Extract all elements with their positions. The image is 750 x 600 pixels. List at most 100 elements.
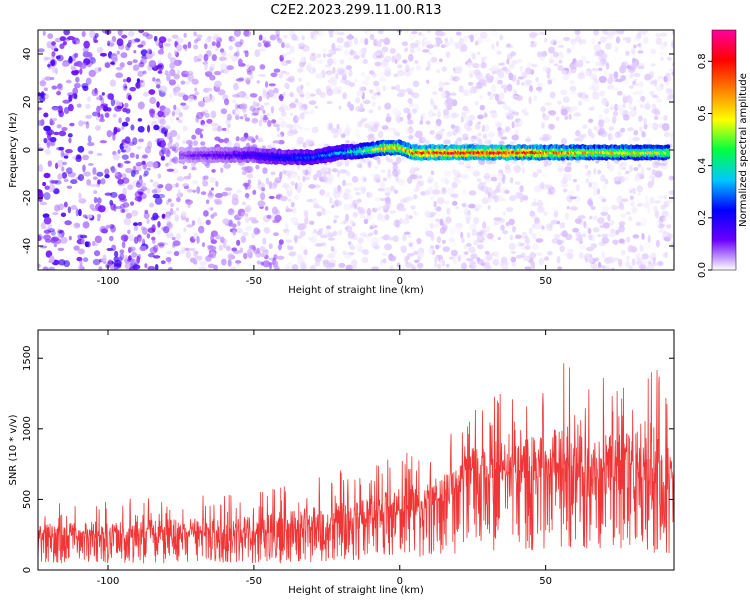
snr-series-line [38,363,674,564]
heatmap-cell [485,237,490,244]
heatmap-cell [298,99,305,106]
heatmap-cell [138,61,145,68]
heatmap-cell [580,56,587,62]
heatmap-cell [354,78,358,83]
heatmap-cell [58,233,63,238]
heatmap-cell [656,85,662,92]
heatmap-cell [78,198,87,204]
heatmap-cell [590,181,598,190]
heatmap-cell [384,102,392,110]
heatmap-cell [405,30,409,34]
heatmap-cell [654,161,661,166]
heatmap-cell [620,127,626,133]
heatmap-cell [276,133,282,138]
heatmap-cell [194,87,198,92]
x-tick-label: 50 [539,576,552,587]
heatmap-cell [210,239,218,245]
heatmap-cell [146,124,151,133]
heatmap-cell [261,92,270,99]
heatmap-cell [244,94,249,100]
heatmap-cell [42,266,49,270]
heatmap-cell [643,201,651,209]
heatmap-cell [97,111,101,118]
heatmap-cell [211,54,217,62]
heatmap-cell [85,103,91,109]
heatmap-cell [67,206,72,214]
heatmap-cell [643,117,647,125]
heatmap-cell [432,91,438,96]
heatmap-cell [92,176,98,180]
heatmap-cell [121,125,125,130]
heatmap-cell [508,218,515,226]
heatmap-cell [425,79,430,84]
heatmap-cell [44,239,52,243]
heatmap-cell [494,94,500,102]
heatmap-cell [631,258,636,266]
heatmap-cell [364,74,370,82]
heatmap-cell [260,104,264,111]
heatmap-cell [572,178,578,183]
heatmap-cell [48,184,56,192]
heatmap-cell [483,175,490,179]
heatmap-cell [632,136,640,142]
heatmap-cell [458,85,464,93]
heatmap-cell [345,123,350,132]
heatmap-cell [605,264,610,270]
heatmap-cell [233,30,241,37]
heatmap-cell [266,112,271,117]
heatmap-cell [109,235,114,242]
heatmap-cell [154,197,163,205]
heatmap-cell [526,62,534,67]
heatmap-cell [483,264,489,270]
heatmap-cell [494,121,503,128]
heatmap-cell [316,230,323,236]
heatmap-cell [110,224,116,233]
heatmap-cell [196,186,201,194]
heatmap-cell [66,185,73,189]
heatmap-cell [261,87,268,94]
heatmap-cell [430,56,438,63]
heatmap-cell [511,111,520,116]
heatmap-cell [164,43,171,47]
heatmap-cell [409,47,415,54]
heatmap-cell [439,218,444,226]
heatmap-cell [44,57,52,61]
heatmap-cell [563,67,570,71]
heatmap-cell [471,52,477,60]
heatmap-cell [387,127,395,132]
heatmap-cell [600,174,606,182]
heatmap-cell [356,198,362,203]
heatmap-cell [477,258,485,265]
heatmap-cell [375,85,380,93]
heatmap-cell [256,80,260,84]
heatmap-cell [581,38,587,45]
heatmap-cell [136,78,141,83]
heatmap-cell [632,91,638,95]
heatmap-cell [491,64,500,72]
heatmap-cell [321,66,326,74]
heatmap-cell [57,247,65,252]
heatmap-cell [392,164,399,171]
heatmap-cell [618,258,623,267]
heatmap-cell [53,243,58,248]
heatmap-cell [272,87,279,94]
heatmap-cell [636,257,644,261]
heatmap-cell [655,261,664,267]
heatmap-cell [124,262,132,270]
heatmap-cell [248,65,256,72]
heatmap-cell [440,32,447,37]
heatmap-cell [336,67,344,71]
heatmap-cell [176,44,183,52]
heatmap-cell [257,42,262,48]
heatmap-cell [47,222,53,231]
heatmap-cell [497,128,505,135]
heatmap-cell [430,170,435,176]
heatmap-cell [186,224,194,228]
heatmap-cell [262,109,266,115]
heatmap-cell [249,105,256,112]
heatmap-cell [194,255,203,261]
heatmap-cell [132,59,138,63]
heatmap-cell [531,266,535,270]
heatmap-cell [122,78,127,83]
heatmap-cell [128,246,132,254]
